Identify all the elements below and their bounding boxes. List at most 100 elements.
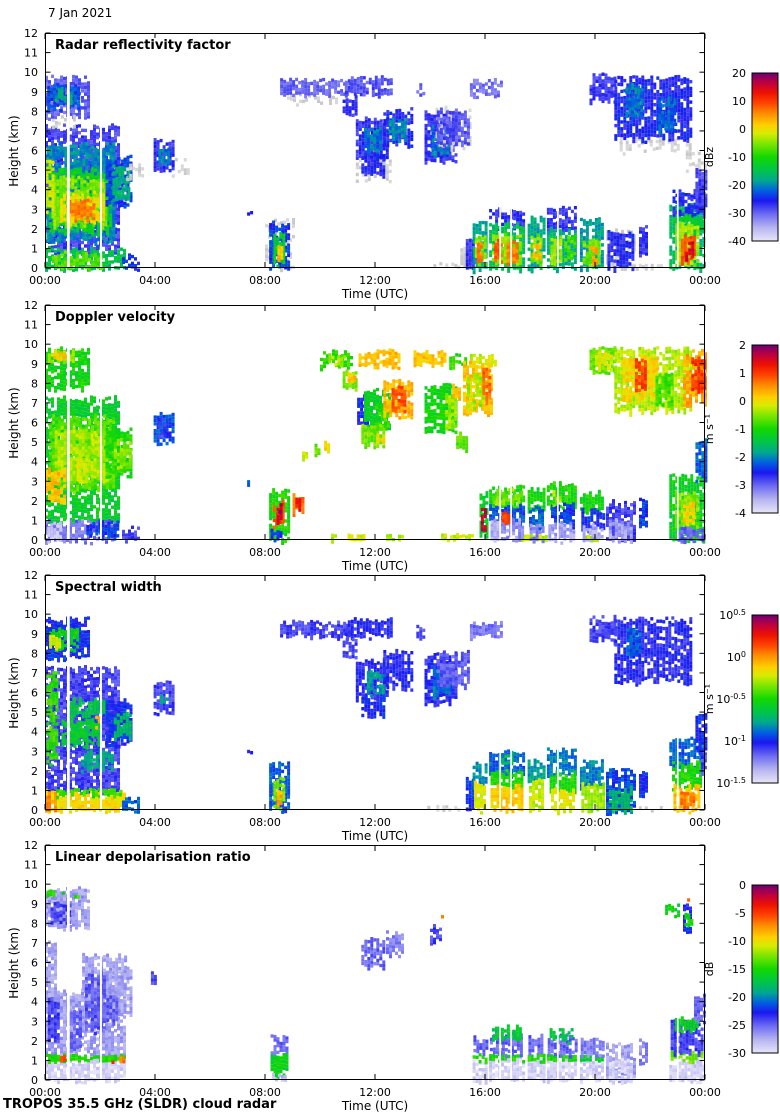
y-tick-label: 6 [31, 957, 38, 970]
data-gap [100, 33, 102, 268]
y-tick-label: 2 [31, 1035, 38, 1048]
y-tick-label: 11 [24, 319, 38, 332]
colorbar-tick-label: -10 [728, 935, 746, 948]
colorbar-tick-label: -20 [728, 179, 746, 192]
colorbar-tick-label: -10 [728, 151, 746, 164]
x-tick-label: 16:00 [469, 1086, 501, 1099]
x-tick-label: 12:00 [359, 274, 391, 287]
panel-title-ldr: Linear depolarisation ratio [53, 850, 253, 865]
y-tick-label: 3 [31, 203, 38, 216]
data-gap [499, 477, 501, 540]
y-tick-label: 2 [31, 765, 38, 778]
y-tick-label: 7 [31, 937, 38, 950]
y-tick-label: 8 [31, 105, 38, 118]
y-tick-label: 10 [24, 878, 38, 891]
spectral-width-colorbar: 100.5 100 10-0.5 10-1 10-1.5 m s⁻¹ [703, 608, 779, 790]
y-tick-label: 2 [31, 495, 38, 508]
panel-title-reflectivity: Radar reflectivity factor [53, 38, 233, 53]
data-gap [499, 1017, 501, 1080]
colorbar-unit-label: dBz [703, 147, 716, 168]
data-gap [100, 845, 102, 1080]
colorbar-tick-label: 0 [739, 879, 746, 892]
x-tick-label: 16:00 [469, 816, 501, 829]
data-gap [510, 477, 512, 540]
colorbar-gradient [751, 344, 779, 514]
colorbar-unit-label: m s⁻¹ [703, 684, 716, 714]
x-tick-label: 08:00 [249, 1086, 281, 1099]
colorbar-tick-label: 20 [732, 67, 746, 80]
y-tick-label: 0 [31, 534, 38, 547]
colorbar-unit-label: m s⁻¹ [703, 414, 716, 444]
colorbar-tick-label: 10-1 [724, 734, 746, 748]
y-tick-label: 7 [31, 125, 38, 138]
panel-ldr: Linear depolarisation ratio Height (km) … [0, 839, 780, 1113]
colorbar-tick-label: 100.5 [719, 608, 746, 622]
y-tick-label: 5 [31, 164, 38, 177]
colorbar-tick-label: -25 [728, 1019, 746, 1032]
data-gap [557, 205, 559, 268]
data-gap [676, 461, 679, 540]
colorbar-tick-label: 10 [732, 95, 746, 108]
heatmap-cells [45, 886, 706, 1086]
y-tick-label: 7 [31, 397, 38, 410]
colorbar-tick-label: 10-1.5 [716, 776, 746, 790]
data-gap [557, 747, 559, 810]
data-gap [67, 575, 70, 810]
x-tick-label: 00:00 [29, 546, 61, 559]
data-gap [676, 189, 679, 268]
doppler-velocity-colorbar: 2 1 0 -1 -2 -3 -4 m s⁻¹ [703, 339, 779, 520]
reflectivity-colorbar: 20 10 0 -10 -20 -30 -40 dBz [703, 67, 779, 248]
y-tick-label: 5 [31, 976, 38, 989]
data-gap [676, 1001, 679, 1080]
y-tick-label: 1 [31, 1054, 38, 1067]
colorbar-tick-label: -30 [728, 207, 746, 220]
colorbar-tick-label: 10-0.5 [716, 692, 746, 706]
date-label: 7 Jan 2021 [48, 6, 113, 20]
x-tick-label: 20:00 [579, 274, 611, 287]
x-tick-label: 00:00 [689, 274, 721, 287]
colorbar-tick-label: 0 [739, 395, 746, 408]
y-tick-label: 10 [24, 608, 38, 621]
x-tick-label: 00:00 [689, 1086, 721, 1099]
y-tick-label: 12 [24, 569, 38, 582]
y-tick-label: 6 [31, 417, 38, 430]
ldr-colorbar: 0 -5 -10 -15 -20 -25 -30 dB [703, 879, 779, 1060]
x-axis-label: Time (UTC) [341, 287, 409, 301]
x-tick-label: 08:00 [249, 546, 281, 559]
x-tick-label: 20:00 [579, 816, 611, 829]
data-gap [510, 747, 512, 810]
panel-reflectivity: Radar reflectivity factor Height (km) 00… [0, 27, 780, 301]
panel-title-doppler-velocity: Doppler velocity [53, 310, 178, 325]
heatmap-cells [45, 346, 708, 546]
y-tick-label: 6 [31, 145, 38, 158]
y-tick-label: 10 [24, 338, 38, 351]
x-tick-label: 16:00 [469, 546, 501, 559]
x-tick-label: 00:00 [689, 546, 721, 559]
y-tick-label: 8 [31, 917, 38, 930]
colorbar-tick-label: -1 [735, 423, 746, 436]
data-gap [67, 845, 70, 1080]
y-tick-label: 1 [31, 514, 38, 527]
data-gap [557, 1017, 559, 1080]
y-axis-label: Height (km) [7, 657, 21, 729]
y-tick-label: 3 [31, 1015, 38, 1028]
x-axis-label: Time (UTC) [341, 1099, 409, 1113]
y-tick-label: 9 [31, 628, 38, 641]
y-tick-label: 11 [24, 589, 38, 602]
y-tick-label: 3 [31, 745, 38, 758]
x-tick-label: 12:00 [359, 1086, 391, 1099]
y-tick-label: 9 [31, 898, 38, 911]
x-tick-label: 16:00 [469, 274, 501, 287]
x-tick-label: 08:00 [249, 816, 281, 829]
ldr-heatmap: 00:00 04:00 08:00 12:00 16:00 20:00 00:0001234… [24, 839, 721, 1099]
data-gap [67, 33, 70, 268]
colorbar-tick-label: -4 [735, 507, 746, 520]
panel-spectral-width: Spectral width Height (km) 00:00 04:00 08:… [0, 569, 780, 843]
x-tick-label: 20:00 [579, 1086, 611, 1099]
data-gap [499, 747, 501, 810]
x-axis-label: Time (UTC) [341, 559, 409, 573]
colorbar-tick-label: 1 [739, 367, 746, 380]
y-axis-label: Height (km) [7, 387, 21, 459]
x-tick-label: 00:00 [29, 274, 61, 287]
heatmap-cells [45, 614, 708, 816]
